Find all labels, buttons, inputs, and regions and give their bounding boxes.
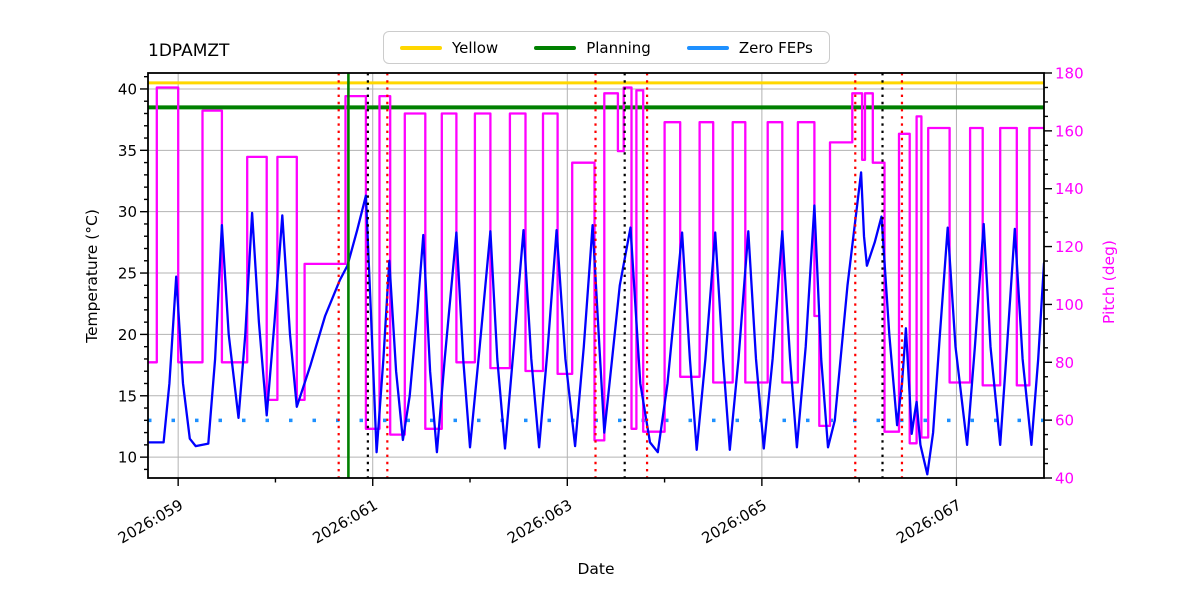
tick-label: 15 bbox=[118, 387, 137, 405]
tick-label: 40 bbox=[118, 80, 137, 98]
tick-label: 120 bbox=[1055, 238, 1084, 256]
tick-label: 180 bbox=[1055, 65, 1084, 83]
pitch-series bbox=[148, 86, 1044, 445]
tick-label: 10 bbox=[118, 449, 137, 467]
tick-label: 80 bbox=[1055, 354, 1074, 372]
legend-item-zero-feps: Zero FEPs bbox=[686, 38, 813, 57]
tick-label: 2026:063 bbox=[504, 496, 575, 548]
tick-label: 140 bbox=[1055, 180, 1084, 198]
right-axis-label: Pitch (deg) bbox=[1100, 240, 1118, 324]
tick-label: 2026:067 bbox=[893, 496, 964, 548]
tick-label: 20 bbox=[118, 326, 137, 344]
legend-label-zero-feps: Zero FEPs bbox=[738, 38, 813, 57]
tick-labels: 2026:059 2026:061 2026:063 2026:065 2026:067… bbox=[115, 65, 1084, 548]
tick-label: 30 bbox=[118, 203, 137, 221]
planning-line-swatch bbox=[534, 45, 577, 50]
chart-title: 1DPAMZT bbox=[148, 41, 230, 61]
tick-label: 2026:059 bbox=[115, 496, 186, 548]
yellow-line-swatch bbox=[400, 45, 442, 50]
event-vlines bbox=[337, 73, 904, 478]
legend-item-yellow: Yellow bbox=[400, 39, 498, 57]
zero-feps-line-swatch bbox=[686, 45, 729, 50]
axis-ticks bbox=[140, 72, 1052, 486]
temperature-series bbox=[148, 171, 1044, 476]
tick-label: 40 bbox=[1055, 470, 1074, 488]
tick-label: 2026:061 bbox=[309, 496, 380, 548]
legend-label-planning: Planning bbox=[586, 38, 651, 57]
tick-label: 25 bbox=[118, 265, 137, 283]
left-axis-label: Temperature (°C) bbox=[83, 209, 101, 344]
tick-label: 60 bbox=[1055, 412, 1074, 430]
tick-label: 35 bbox=[118, 142, 137, 160]
x-axis-label: Date bbox=[577, 560, 614, 578]
legend-label-yellow: Yellow bbox=[452, 38, 499, 57]
tick-label: 160 bbox=[1055, 122, 1084, 140]
tick-label: 2026:065 bbox=[699, 496, 770, 548]
tick-label: 100 bbox=[1055, 296, 1084, 314]
legend-item-planning: Planning bbox=[534, 39, 651, 57]
legend: Yellow Planning Zero FEPs bbox=[383, 31, 830, 64]
